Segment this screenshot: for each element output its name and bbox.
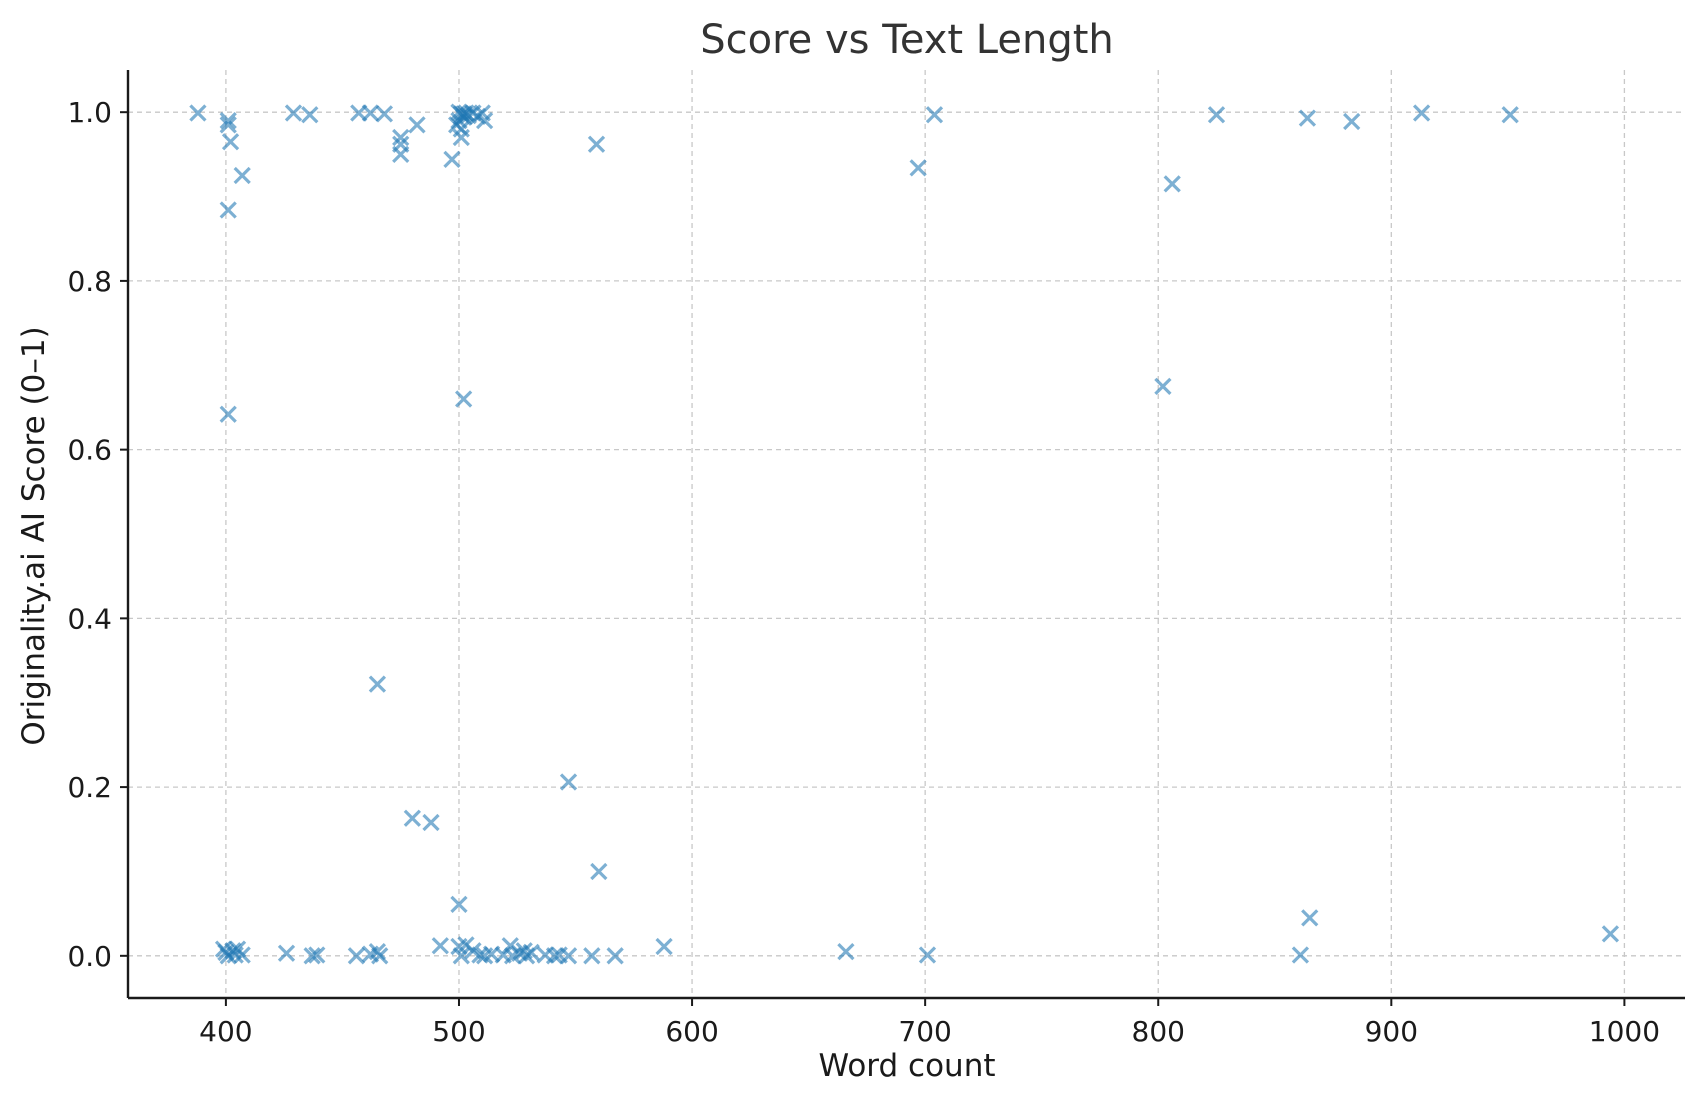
data-point	[583, 947, 601, 965]
x-tick-label: 700	[898, 1015, 951, 1048]
data-point	[559, 947, 578, 965]
axis-ticks: 400 500 600 700 800 900 1000 0.0 0.2 0.4 0.6 0.8 1.0	[67, 96, 1660, 1048]
x-tick-label: 500	[432, 1015, 485, 1048]
data-point	[219, 111, 237, 130]
data-point	[368, 675, 387, 693]
data-point	[909, 159, 927, 177]
data-point	[1163, 175, 1181, 193]
y-tick-label: 0.0	[67, 940, 112, 973]
data-point	[301, 106, 319, 124]
data-point	[925, 106, 944, 124]
x-tick-label: 800	[1132, 1015, 1185, 1048]
x-tick-label: 1000	[1589, 1015, 1660, 1048]
data-point	[1154, 377, 1172, 395]
data-point	[371, 947, 389, 965]
data-point	[455, 390, 473, 408]
data-point	[559, 773, 578, 791]
data-point	[303, 947, 321, 965]
data-point	[545, 947, 564, 965]
data-point	[308, 946, 326, 964]
data-point	[1298, 109, 1317, 127]
data-point	[590, 862, 608, 881]
data-point	[375, 105, 394, 123]
data-point	[452, 128, 470, 147]
data-point	[655, 937, 673, 956]
data-point	[837, 942, 855, 961]
data-point	[448, 116, 466, 134]
data-point	[392, 128, 410, 147]
y-tick-label: 0.8	[67, 265, 112, 298]
data-point	[452, 947, 470, 965]
data-point	[219, 405, 237, 423]
x-tick-label: 900	[1365, 1015, 1418, 1048]
grid-lines	[128, 70, 1685, 998]
data-point	[219, 201, 237, 219]
y-tick-label: 1.0	[67, 96, 112, 129]
x-tick-label: 600	[665, 1015, 718, 1048]
data-point	[422, 813, 440, 832]
data-point	[1301, 909, 1319, 927]
data-point	[347, 947, 366, 965]
data-point	[1343, 112, 1361, 131]
data-point	[403, 809, 421, 827]
data-point	[233, 946, 251, 964]
data-point	[392, 145, 410, 163]
data-point	[408, 116, 426, 134]
data-point	[431, 937, 449, 955]
data-point	[277, 944, 296, 962]
data-point	[606, 947, 624, 965]
data-point	[221, 133, 240, 151]
data-point	[1291, 946, 1310, 964]
y-axis-label: Originality.ai AI Score (0–1)	[16, 326, 52, 745]
y-tick-label: 0.4	[67, 602, 112, 635]
data-point	[450, 895, 468, 913]
data-point	[233, 166, 251, 185]
data-point	[1207, 106, 1226, 124]
data-point	[219, 116, 237, 134]
data-point	[1501, 106, 1519, 124]
data-points	[189, 103, 1620, 965]
data-point	[1601, 925, 1620, 943]
data-point	[284, 104, 303, 122]
data-point	[361, 104, 380, 122]
y-tick-label: 0.6	[67, 434, 112, 467]
data-point	[443, 150, 461, 169]
data-point	[918, 946, 937, 964]
data-point	[1412, 104, 1431, 122]
chart-title: Score vs Text Length	[700, 17, 1114, 63]
x-axis-label: Word count	[819, 1048, 996, 1084]
y-tick-label: 0.2	[67, 771, 112, 804]
data-point	[475, 111, 494, 130]
data-point	[587, 135, 606, 153]
data-point	[189, 104, 207, 122]
data-point	[522, 943, 540, 962]
x-tick-label: 400	[199, 1015, 252, 1048]
